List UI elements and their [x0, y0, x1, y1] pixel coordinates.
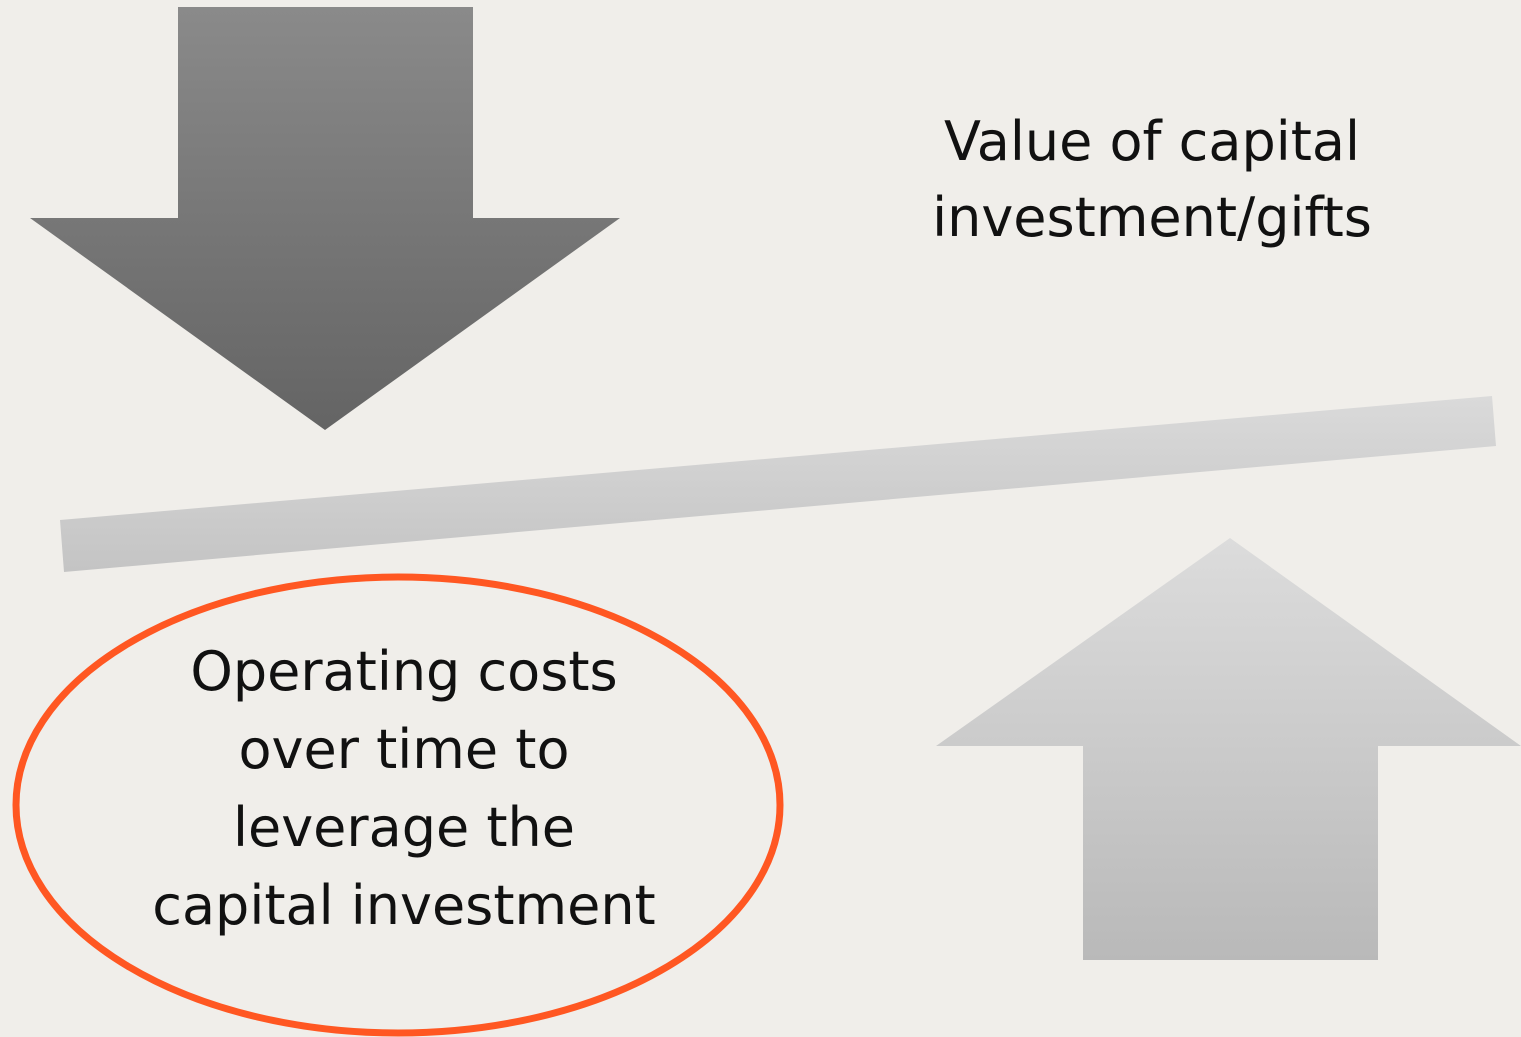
down-arrow	[30, 7, 620, 430]
capital-label: Value of capital	[944, 110, 1360, 173]
up-arrow	[936, 538, 1521, 960]
capital-label: investment/gifts	[932, 186, 1372, 249]
operating-label: over time to	[239, 718, 570, 781]
operating-label: Operating costs	[190, 640, 617, 703]
operating-label: capital investment	[152, 874, 655, 937]
lever-beam	[60, 396, 1496, 572]
operating-label: leverage the	[233, 796, 575, 859]
highlight-ellipse	[12, 573, 784, 1037]
